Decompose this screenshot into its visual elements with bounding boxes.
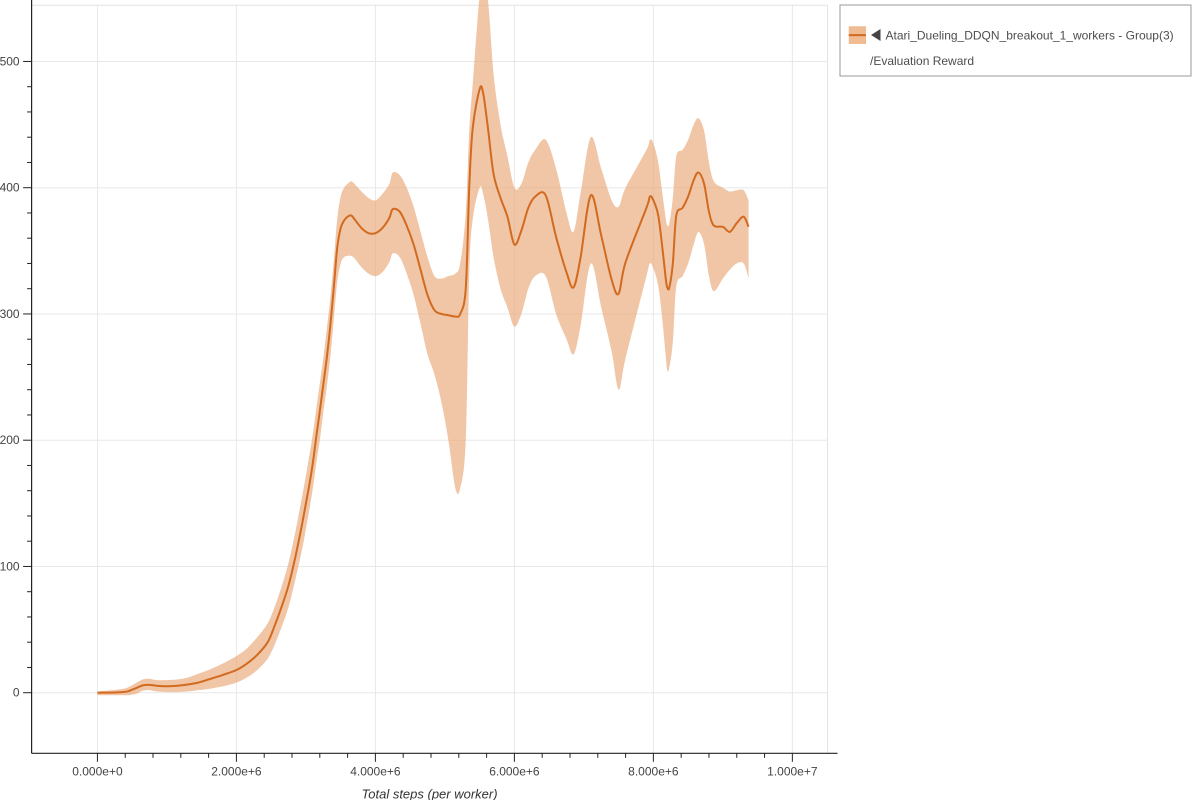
svg-text:1.000e+7: 1.000e+7 [767,764,818,778]
svg-text:/Evaluation Reward: /Evaluation Reward [870,54,974,68]
svg-text:6.000e+6: 6.000e+6 [489,764,540,778]
svg-text:0: 0 [13,686,20,700]
svg-text:200: 200 [0,433,20,447]
svg-text:300: 300 [0,307,20,321]
svg-text:Atari_Dueling_DDQN_breakout_1_: Atari_Dueling_DDQN_breakout_1_workers - … [886,29,1174,43]
svg-text:2.000e+6: 2.000e+6 [211,764,262,778]
svg-text:8.000e+6: 8.000e+6 [628,764,679,778]
svg-text:100: 100 [0,559,20,573]
svg-text:Total steps (per worker): Total steps (per worker) [362,786,498,800]
svg-text:4.000e+6: 4.000e+6 [350,764,401,778]
svg-text:500: 500 [0,54,20,68]
svg-text:400: 400 [0,181,20,195]
svg-text:0.000e+0: 0.000e+0 [72,764,123,778]
